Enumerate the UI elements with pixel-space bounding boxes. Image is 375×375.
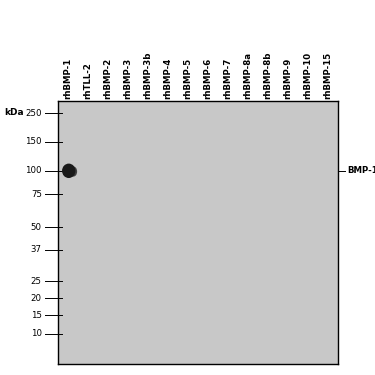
- Text: 25: 25: [31, 277, 42, 286]
- Text: rhBMP-9: rhBMP-9: [283, 58, 292, 99]
- Text: 100: 100: [26, 166, 42, 176]
- Text: rhBMP-8b: rhBMP-8b: [263, 52, 272, 99]
- Text: rhBMP-8a: rhBMP-8a: [243, 52, 252, 99]
- Text: 150: 150: [26, 138, 42, 147]
- Text: rhBMP-7: rhBMP-7: [223, 58, 232, 99]
- Text: rhBMP-10: rhBMP-10: [303, 52, 312, 99]
- Ellipse shape: [70, 166, 77, 177]
- Text: rhTLL-2: rhTLL-2: [84, 62, 93, 99]
- Text: 250: 250: [26, 109, 42, 118]
- Text: 50: 50: [31, 223, 42, 232]
- Text: 15: 15: [31, 310, 42, 320]
- Ellipse shape: [62, 164, 75, 178]
- Text: rhBMP-2: rhBMP-2: [104, 58, 112, 99]
- Text: rhBMP-4: rhBMP-4: [164, 58, 172, 99]
- Text: rhBMP-15: rhBMP-15: [323, 52, 332, 99]
- Text: 20: 20: [31, 294, 42, 303]
- Text: kDa: kDa: [4, 108, 24, 117]
- Text: BMP-1: BMP-1: [347, 166, 375, 176]
- Text: rhBMP-6: rhBMP-6: [203, 58, 212, 99]
- Text: rhBMP-3b: rhBMP-3b: [143, 52, 152, 99]
- Text: 10: 10: [31, 329, 42, 338]
- Text: rhBMP-3: rhBMP-3: [123, 58, 132, 99]
- Text: rhBMP-1: rhBMP-1: [64, 58, 73, 99]
- Text: 37: 37: [31, 245, 42, 254]
- Text: rhBMP-5: rhBMP-5: [183, 58, 192, 99]
- Text: 75: 75: [31, 190, 42, 199]
